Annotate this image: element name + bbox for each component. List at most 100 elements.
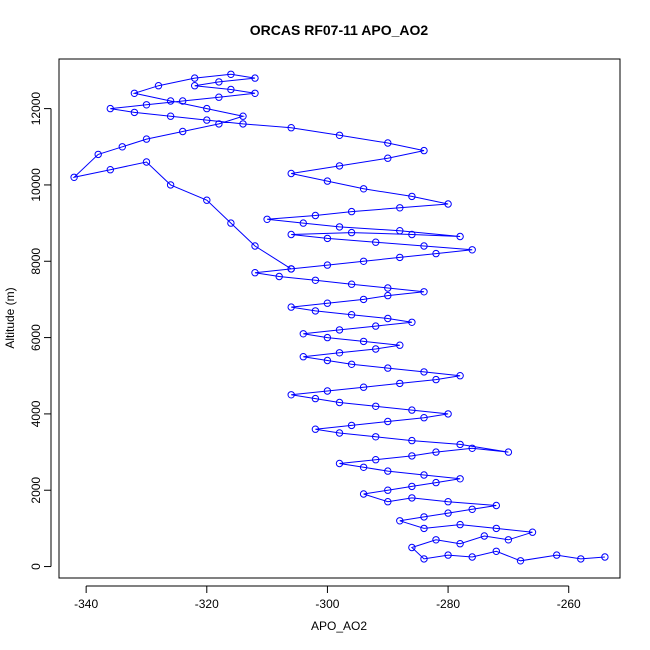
data-point xyxy=(142,158,151,166)
data-point xyxy=(323,177,332,185)
data-point xyxy=(408,436,416,445)
data-point xyxy=(323,261,332,269)
y-axis: 0 2000 4000 6000 8000 10000 12000 xyxy=(29,92,52,570)
data-point xyxy=(335,429,344,437)
data-point xyxy=(468,444,476,452)
data-point xyxy=(142,135,151,143)
data-point xyxy=(456,440,464,449)
data-point xyxy=(444,551,452,559)
data-point xyxy=(384,284,392,292)
y-tick-label: 4000 xyxy=(29,400,43,427)
data-point xyxy=(166,181,175,189)
y-tick-label: 2000 xyxy=(29,477,43,504)
data-point xyxy=(215,93,223,101)
data-point xyxy=(311,425,320,433)
data-point xyxy=(396,253,404,262)
data-point xyxy=(384,417,392,426)
data-point xyxy=(142,101,151,109)
data-point xyxy=(420,242,428,250)
data-point xyxy=(70,173,78,182)
data-point xyxy=(420,513,428,521)
data-point xyxy=(203,104,211,113)
data-point xyxy=(299,330,307,338)
x-tick-label: -260 xyxy=(557,597,581,611)
data-point xyxy=(347,421,356,430)
data-point xyxy=(516,557,525,565)
data-point xyxy=(323,387,332,395)
data-point xyxy=(335,398,344,407)
data-point xyxy=(396,341,404,349)
data-point xyxy=(239,120,247,128)
data-point xyxy=(372,345,380,353)
data-point xyxy=(251,89,259,98)
data-point xyxy=(311,307,320,315)
data-point xyxy=(191,82,199,90)
y-tick-label: 10000 xyxy=(29,168,43,202)
data-point xyxy=(384,498,392,506)
data-point xyxy=(372,456,380,464)
data-point xyxy=(468,505,476,513)
y-axis-label: Altitude (m) xyxy=(3,287,17,348)
data-point xyxy=(359,383,368,391)
data-point xyxy=(251,74,259,82)
data-point xyxy=(456,540,464,548)
data-point xyxy=(263,215,271,224)
data-point xyxy=(408,406,416,414)
data-point xyxy=(130,108,139,117)
data-point xyxy=(408,230,416,239)
data-point xyxy=(251,269,259,277)
data-point xyxy=(528,528,537,536)
data-point xyxy=(347,280,356,288)
data-point xyxy=(311,276,320,284)
data-point xyxy=(432,536,440,544)
data-point xyxy=(384,314,392,323)
data-point xyxy=(227,219,235,227)
data-point xyxy=(372,402,380,410)
data-point xyxy=(179,127,187,136)
data-point xyxy=(384,486,392,494)
y-tick-label: 12000 xyxy=(29,92,43,126)
data-point xyxy=(251,242,259,250)
data-point xyxy=(299,353,307,361)
data-point xyxy=(408,494,416,502)
data-point xyxy=(384,291,392,300)
data-point xyxy=(275,272,283,281)
data-point xyxy=(106,166,115,174)
data-point xyxy=(359,295,368,304)
series-layer xyxy=(70,70,609,565)
data-point xyxy=(323,234,332,243)
data-point xyxy=(432,249,440,258)
data-point xyxy=(553,551,561,559)
data-point xyxy=(408,318,416,326)
data-point xyxy=(384,364,392,372)
data-point xyxy=(239,112,247,120)
data-point xyxy=(456,232,464,241)
y-tick-label: 6000 xyxy=(29,324,43,351)
data-point xyxy=(420,524,428,533)
data-point xyxy=(420,555,428,563)
data-point xyxy=(287,230,295,239)
data-point xyxy=(396,379,404,388)
data-point xyxy=(384,467,392,475)
data-point xyxy=(420,368,428,376)
data-point xyxy=(432,375,440,384)
data-point xyxy=(323,299,332,307)
x-tick-label: -300 xyxy=(315,597,339,611)
data-point xyxy=(601,553,609,561)
data-point xyxy=(311,394,320,403)
data-point xyxy=(444,498,452,506)
data-point xyxy=(335,162,344,170)
data-point xyxy=(408,192,416,201)
data-point xyxy=(347,228,356,237)
data-point xyxy=(191,74,199,82)
data-point xyxy=(166,97,175,105)
data-point xyxy=(335,459,344,468)
data-point xyxy=(396,204,404,212)
data-point xyxy=(396,517,404,525)
data-point xyxy=(359,490,368,498)
data-point xyxy=(420,288,428,296)
data-point xyxy=(287,169,295,178)
data-point xyxy=(154,82,163,90)
data-point xyxy=(492,501,500,510)
